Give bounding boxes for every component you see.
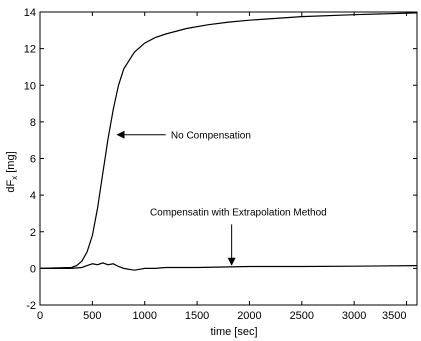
x-tick-label: 3000 <box>342 310 366 322</box>
y-axis-label-unit: [mg] <box>5 151 17 172</box>
series-line-2 <box>40 262 418 271</box>
y-tick-label: 6 <box>30 154 36 166</box>
annotation-label-1: No Compensation <box>171 131 251 142</box>
y-axis-label-subscript: x <box>10 176 19 180</box>
series-line-1 <box>39 12 418 269</box>
y-tick-label: 8 <box>30 117 36 129</box>
x-axis-label: time [sec] <box>210 326 257 338</box>
y-tick-label: -2 <box>26 300 36 312</box>
x-tick-label: 3500 <box>382 310 406 322</box>
annotations-group: No Compensation Compensatin with Extrapol… <box>116 130 327 266</box>
x-tick-label: 2500 <box>290 310 314 322</box>
x-tick-label: 2000 <box>237 310 261 322</box>
annotation-label-2: Compensatin with Extrapolation Method <box>150 208 327 219</box>
y-tick-label: 0 <box>30 263 36 275</box>
y-axis-label: dFx [mg] <box>5 151 19 192</box>
y-tick-label: 4 <box>30 190 36 202</box>
x-axis-ticks: 0 500 1000 1500 2000 2500 3000 3500 <box>37 12 408 322</box>
plot-area-frame <box>39 11 418 306</box>
y-tick-label: 2 <box>30 227 36 239</box>
y-axis-label-main: dF <box>5 180 17 193</box>
svg-text:dFx [mg]: dFx [mg] <box>5 151 19 192</box>
x-tick-label: 0 <box>37 310 43 322</box>
x-tick-label: 1500 <box>185 310 209 322</box>
series-group <box>39 12 418 271</box>
x-tick-label: 500 <box>83 310 101 322</box>
y-tick-label: 12 <box>24 44 36 56</box>
x-tick-label: 1000 <box>132 310 156 322</box>
y-tick-label: 10 <box>24 80 36 92</box>
y-tick-label: 14 <box>24 7 36 19</box>
